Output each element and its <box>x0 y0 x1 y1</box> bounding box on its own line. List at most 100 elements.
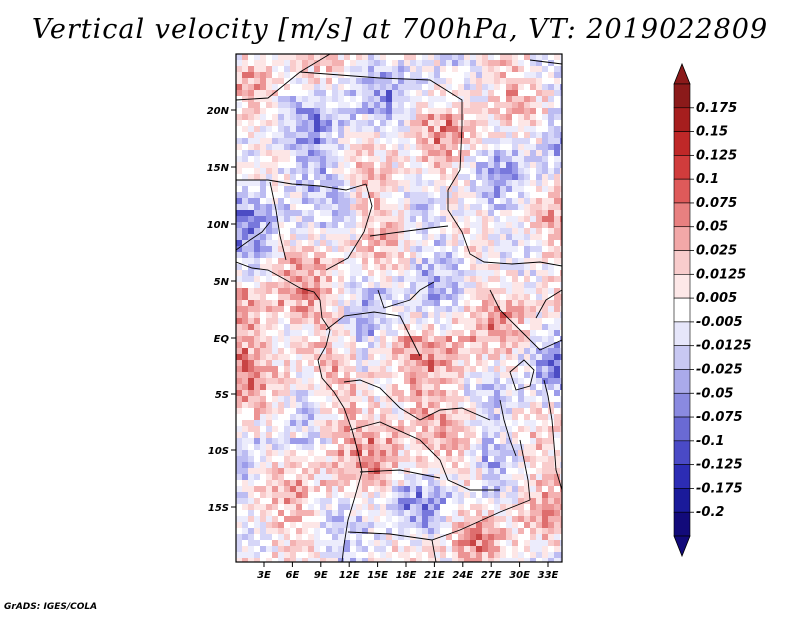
field-cell <box>398 180 405 187</box>
field-cell <box>416 282 423 289</box>
field-cell <box>524 522 531 529</box>
field-cell <box>506 438 513 445</box>
field-cell <box>266 222 273 229</box>
field-cell <box>506 378 513 385</box>
field-cell <box>236 138 243 145</box>
field-cell <box>290 144 297 151</box>
field-cell <box>308 186 315 193</box>
field-cell <box>422 342 429 349</box>
field-cell <box>272 246 279 253</box>
field-cell <box>422 396 429 403</box>
field-cell <box>494 228 501 235</box>
field-cell <box>428 438 435 445</box>
field-cell <box>416 270 423 277</box>
field-cell <box>350 144 357 151</box>
field-cell <box>440 390 447 397</box>
field-cell <box>398 90 405 97</box>
field-cell <box>284 534 291 541</box>
field-cell <box>368 348 375 355</box>
field-cell <box>302 468 309 475</box>
field-cell <box>512 486 519 493</box>
field-cell <box>368 144 375 151</box>
field-cell <box>374 222 381 229</box>
field-cell <box>344 132 351 139</box>
field-cell <box>512 402 519 409</box>
field-cell <box>434 246 441 253</box>
field-cell <box>446 96 453 103</box>
field-cell <box>488 252 495 259</box>
field-cell <box>266 204 273 211</box>
field-cell <box>320 516 327 523</box>
field-cell <box>242 468 249 475</box>
field-cell <box>488 522 495 529</box>
field-cell <box>488 102 495 109</box>
field-cell <box>368 132 375 139</box>
field-cell <box>278 216 285 223</box>
field-cell <box>350 84 357 91</box>
field-cell <box>524 78 531 85</box>
field-cell <box>398 246 405 253</box>
colorbar-swatch <box>673 464 691 489</box>
field-cell <box>530 342 537 349</box>
field-cell <box>440 486 447 493</box>
field-cell <box>290 312 297 319</box>
field-cell <box>380 432 387 439</box>
field-cell <box>464 528 471 535</box>
field-cell <box>494 240 501 247</box>
field-cell <box>470 450 477 457</box>
field-cell <box>278 60 285 67</box>
field-cell <box>404 480 411 487</box>
field-cell <box>398 216 405 223</box>
field-cell <box>380 366 387 373</box>
field-cell <box>404 276 411 283</box>
field-cell <box>536 156 543 163</box>
field-cell <box>266 450 273 457</box>
field-cell <box>236 444 243 451</box>
field-cell <box>374 294 381 301</box>
field-cell <box>548 66 555 73</box>
field-cell <box>326 348 333 355</box>
field-cell <box>536 480 543 487</box>
field-cell <box>260 144 267 151</box>
field-cell <box>266 120 273 127</box>
field-cell <box>314 300 321 307</box>
field-cell <box>290 228 297 235</box>
field-cell <box>470 318 477 325</box>
field-cell <box>284 204 291 211</box>
field-cell <box>350 132 357 139</box>
field-cell <box>548 360 555 367</box>
field-cell <box>320 276 327 283</box>
field-cell <box>542 138 549 145</box>
field-cell <box>254 78 261 85</box>
field-cell <box>458 252 465 259</box>
field-cell <box>434 390 441 397</box>
field-cell <box>482 360 489 367</box>
field-cell <box>254 132 261 139</box>
field-cell <box>452 468 459 475</box>
field-cell <box>272 426 279 433</box>
field-cell <box>542 228 549 235</box>
field-cell <box>422 240 429 247</box>
field-cell <box>476 378 483 385</box>
field-cell <box>452 372 459 379</box>
field-cell <box>236 306 243 313</box>
field-cell <box>548 522 555 529</box>
field-cell <box>272 534 279 541</box>
field-cell <box>368 546 375 553</box>
field-cell <box>332 528 339 535</box>
field-cell <box>434 198 441 205</box>
field-cell <box>344 78 351 85</box>
field-cell <box>518 300 525 307</box>
field-cell <box>320 306 327 313</box>
field-cell <box>422 444 429 451</box>
field-cell <box>314 360 321 367</box>
field-cell <box>266 396 273 403</box>
field-cell <box>404 324 411 331</box>
field-cell <box>362 276 369 283</box>
field-cell <box>386 426 393 433</box>
field-cell <box>314 324 321 331</box>
field-cell <box>272 546 279 553</box>
field-cell <box>398 66 405 73</box>
field-cell <box>332 90 339 97</box>
field-cell <box>278 90 285 97</box>
